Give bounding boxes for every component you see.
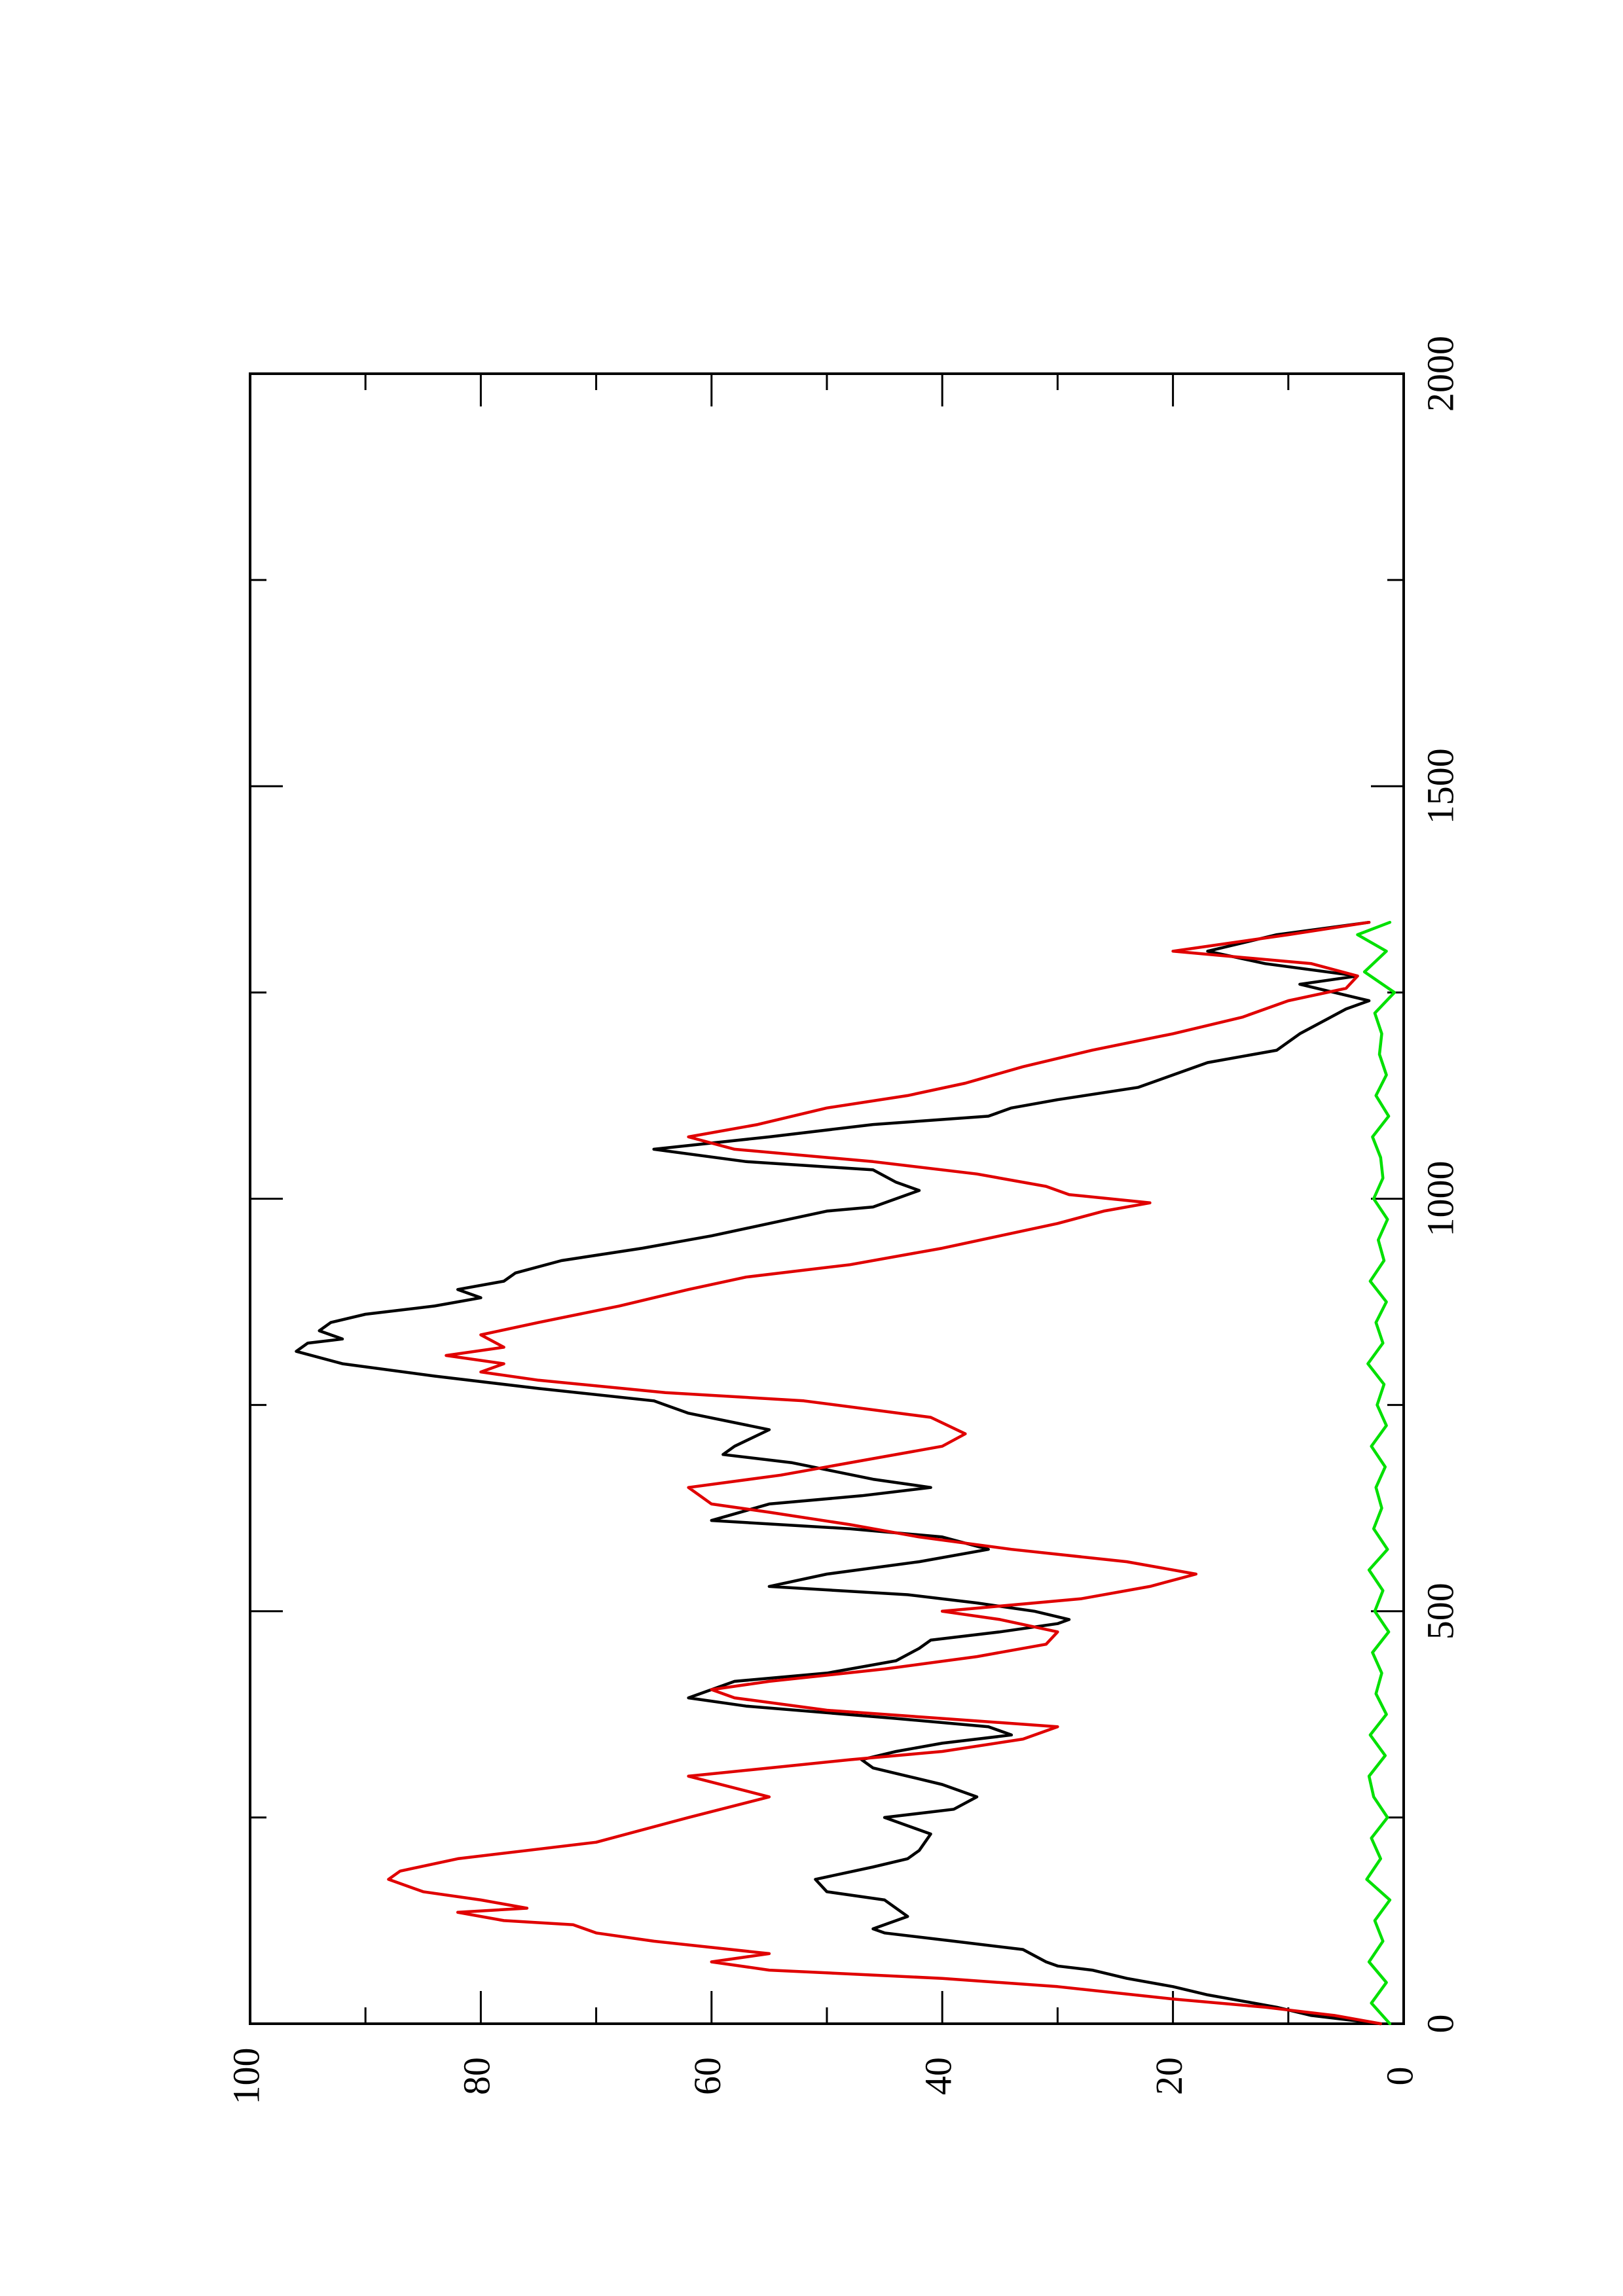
axis-tick-labels: 0 500 1000 1500 2000 0 20 40 60 80 100 [225,336,1461,2105]
series-red-line [387,920,1383,2026]
plot-frame [249,372,1405,2025]
y-tick-label: 20 [1148,2057,1190,2095]
y-tick-label: 100 [225,2048,267,2105]
x-tick-label: 0 [1419,2015,1461,2034]
x-tick-label: 2000 [1419,336,1461,412]
series-black-line [295,920,1383,2026]
x-tick-label: 1000 [1419,1161,1461,1237]
x-tick-label: 1500 [1419,748,1461,824]
series-green-line [1356,920,1396,2026]
x-tick-label: 500 [1419,1583,1461,1640]
y-tick-label: 60 [686,2057,729,2095]
y-tick-label: 80 [456,2057,498,2095]
y-tick-label: 40 [917,2057,960,2095]
y-tick-label: 0 [1378,2067,1421,2086]
series-group [295,920,1396,2026]
axis-ticks [249,372,1405,2025]
